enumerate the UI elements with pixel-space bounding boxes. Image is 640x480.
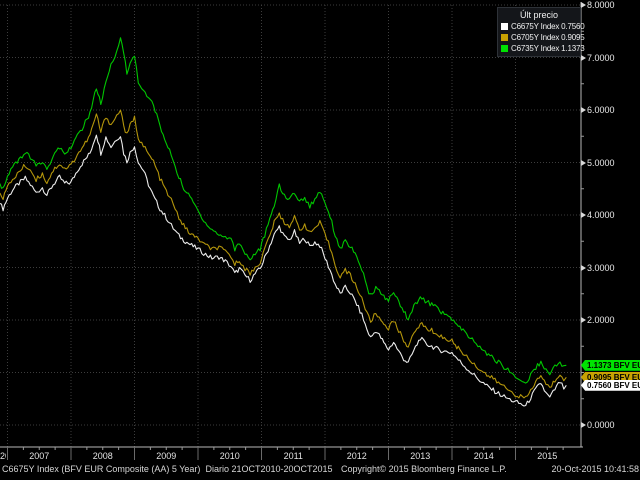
tick-arrow-icon [581, 54, 586, 61]
x-axis-year-2006: 2006 [0, 451, 6, 461]
legend-entry-c6675y[interactable]: C6675Y Index 0.7560 [501, 21, 585, 32]
x-axis-year-2007: 2007 [29, 451, 50, 461]
series-line-c6675y [0, 134, 567, 407]
legend-entry-c6735y[interactable]: C6735Y Index 1.1373 [501, 43, 585, 54]
y-axis-tick-3.0000: 3.0000 [581, 263, 615, 273]
legend-entry-label: C6735Y Index 1.1373 [511, 44, 585, 53]
x-axis-year-2013: 2013 [410, 451, 431, 461]
copyright-text: Copyright© 2015 Bloomberg Finance L.P. [341, 464, 507, 474]
last-price-tag[interactable]: 0.9095 BFV EUR C [581, 371, 640, 383]
y-axis-tick-7.0000: 7.0000 [581, 53, 615, 63]
series-line-c6705y [0, 109, 567, 399]
legend-entry-label: C6675Y Index 0.7560 [511, 22, 585, 31]
y-axis-tick-6.0000: 6.0000 [581, 105, 615, 115]
legend-entry-c6705y[interactable]: C6705Y Index 0.9095 [501, 32, 585, 43]
tick-arrow-icon [581, 159, 586, 166]
legend: Últ precio C6675Y Index 0.7560 C6705Y Ind… [497, 7, 585, 57]
tick-arrow-icon [581, 422, 586, 428]
legend-swatch-icon [501, 45, 508, 52]
series-line-c6735y [0, 37, 567, 384]
last-price-tag[interactable]: 0.7560 BFV EUR C [581, 379, 640, 391]
tick-arrow-icon [581, 212, 586, 218]
x-axis-year-2010: 2010 [219, 451, 240, 461]
x-axis-year-2015: 2015 [537, 451, 558, 461]
last-price-tag[interactable]: 1.1373 BFV EUR C [581, 359, 640, 371]
timestamp: 20-Oct-2015 10:41:58 [551, 464, 639, 474]
y-axis-tick-0.0000: 0.0000 [581, 420, 615, 430]
security-description: C6675Y Index (BFV EUR Composite (AA) 5 Y… [2, 464, 333, 474]
legend-swatch-icon [501, 34, 508, 41]
legend-swatch-icon [501, 23, 508, 30]
y-axis-tick-4.0000: 4.0000 [581, 210, 615, 220]
x-axis-year-2012: 2012 [346, 451, 367, 461]
footer-bar: C6675Y Index (BFV EUR Composite (AA) 5 Y… [0, 464, 640, 478]
legend-entry-label: C6705Y Index 0.9095 [511, 33, 585, 42]
x-axis-year-2008: 2008 [92, 451, 113, 461]
tick-arrow-icon [581, 317, 586, 323]
x-axis-year-2011: 2011 [283, 451, 303, 461]
x-axis-year-2009: 2009 [156, 451, 177, 461]
y-axis-tick-5.0000: 5.0000 [581, 158, 615, 168]
tick-arrow-icon [581, 2, 586, 8]
x-axis-year-2014: 2014 [473, 451, 494, 461]
chart-period: Diario 21OCT2010-20OCT2015 [205, 464, 333, 474]
tick-arrow-icon [581, 264, 586, 271]
y-axis-tick-2.0000: 2.0000 [581, 315, 615, 325]
legend-title: Últ precio [519, 10, 558, 20]
security-name: C6675Y Index (BFV EUR Composite (AA) 5 Y… [2, 464, 201, 474]
y-axis-tick-8.0000: 8.0000 [581, 0, 615, 10]
tick-arrow-icon [581, 107, 586, 113]
